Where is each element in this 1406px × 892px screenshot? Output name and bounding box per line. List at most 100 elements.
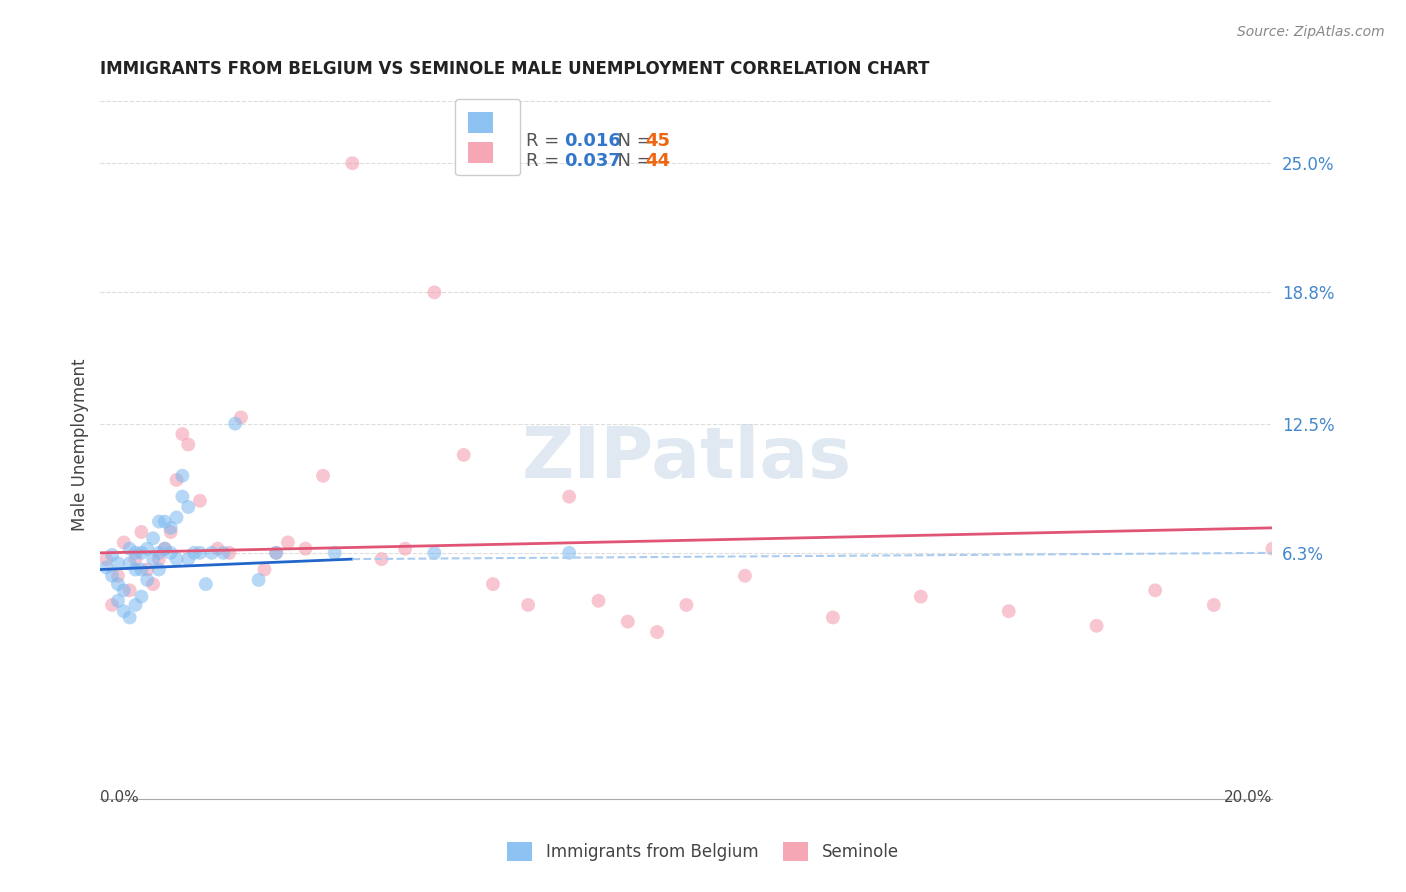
Point xyxy=(558,546,581,560)
Text: 44: 44 xyxy=(645,153,671,170)
Point xyxy=(166,552,188,566)
Point xyxy=(312,468,335,483)
Point xyxy=(172,427,194,442)
Point xyxy=(277,535,299,549)
Text: R =: R = xyxy=(526,132,565,150)
Point xyxy=(159,521,181,535)
Point xyxy=(1261,541,1284,556)
Point xyxy=(101,598,124,612)
Point xyxy=(153,541,176,556)
Point xyxy=(517,598,540,612)
Point xyxy=(172,490,194,504)
Point xyxy=(131,546,153,560)
Point xyxy=(323,546,346,560)
Point xyxy=(96,552,118,566)
Point xyxy=(616,615,638,629)
Point xyxy=(159,546,181,560)
Point xyxy=(229,410,252,425)
Point xyxy=(166,473,188,487)
Point xyxy=(101,548,124,562)
Point xyxy=(188,546,211,560)
Text: N =: N = xyxy=(606,132,657,150)
Point xyxy=(675,598,697,612)
Point xyxy=(107,594,129,608)
Text: 0.037: 0.037 xyxy=(564,153,621,170)
Point xyxy=(107,577,129,591)
Point xyxy=(148,562,170,576)
Point xyxy=(734,568,756,582)
Point xyxy=(124,562,146,576)
Point xyxy=(107,568,129,582)
Point xyxy=(482,577,505,591)
Text: 0.0%: 0.0% xyxy=(100,790,139,805)
Point xyxy=(1202,598,1225,612)
Point xyxy=(136,541,159,556)
Point xyxy=(264,546,287,560)
Point xyxy=(148,515,170,529)
Point xyxy=(177,552,200,566)
Point xyxy=(172,468,194,483)
Point xyxy=(645,625,668,640)
Point xyxy=(294,541,316,556)
Point xyxy=(124,552,146,566)
Point xyxy=(264,546,287,560)
Point xyxy=(131,562,153,576)
Point xyxy=(394,541,416,556)
Point xyxy=(118,556,141,570)
Point xyxy=(207,541,229,556)
Point xyxy=(118,583,141,598)
Point xyxy=(131,524,153,539)
Text: 0.016: 0.016 xyxy=(564,132,621,150)
Text: R =: R = xyxy=(526,153,565,170)
Legend: , : , xyxy=(456,99,520,176)
Point xyxy=(423,546,446,560)
Point xyxy=(142,552,165,566)
Point xyxy=(118,541,141,556)
Point xyxy=(370,552,392,566)
Point xyxy=(124,546,146,560)
Text: N =: N = xyxy=(606,153,657,170)
Point xyxy=(201,546,224,560)
Point xyxy=(218,546,240,560)
Y-axis label: Male Unemployment: Male Unemployment xyxy=(72,359,89,531)
Point xyxy=(107,556,129,570)
Point xyxy=(247,573,270,587)
Text: 45: 45 xyxy=(645,132,671,150)
Point xyxy=(910,590,932,604)
Point xyxy=(166,510,188,524)
Point xyxy=(188,493,211,508)
Point xyxy=(588,594,610,608)
Point xyxy=(177,500,200,514)
Point xyxy=(136,573,159,587)
Point xyxy=(212,546,235,560)
Point xyxy=(101,568,124,582)
Legend: Immigrants from Belgium, Seminole: Immigrants from Belgium, Seminole xyxy=(501,835,905,868)
Point xyxy=(131,590,153,604)
Point xyxy=(159,524,181,539)
Point xyxy=(1085,619,1108,633)
Text: IMMIGRANTS FROM BELGIUM VS SEMINOLE MALE UNEMPLOYMENT CORRELATION CHART: IMMIGRANTS FROM BELGIUM VS SEMINOLE MALE… xyxy=(100,60,929,78)
Point xyxy=(224,417,246,431)
Point xyxy=(112,604,135,618)
Point xyxy=(342,156,364,170)
Point xyxy=(142,531,165,545)
Point xyxy=(142,577,165,591)
Point xyxy=(112,535,135,549)
Point xyxy=(253,562,276,576)
Point xyxy=(423,285,446,300)
Point xyxy=(1144,583,1167,598)
Point xyxy=(148,552,170,566)
Point xyxy=(183,546,205,560)
Point xyxy=(124,598,146,612)
Point xyxy=(997,604,1019,618)
Text: ZIPatlas: ZIPatlas xyxy=(522,425,852,493)
Text: 20.0%: 20.0% xyxy=(1225,790,1272,805)
Point xyxy=(821,610,844,624)
Point xyxy=(136,562,159,576)
Point xyxy=(112,583,135,598)
Text: Source: ZipAtlas.com: Source: ZipAtlas.com xyxy=(1237,25,1385,39)
Point xyxy=(194,577,217,591)
Point xyxy=(148,546,170,560)
Point xyxy=(153,515,176,529)
Point xyxy=(453,448,475,462)
